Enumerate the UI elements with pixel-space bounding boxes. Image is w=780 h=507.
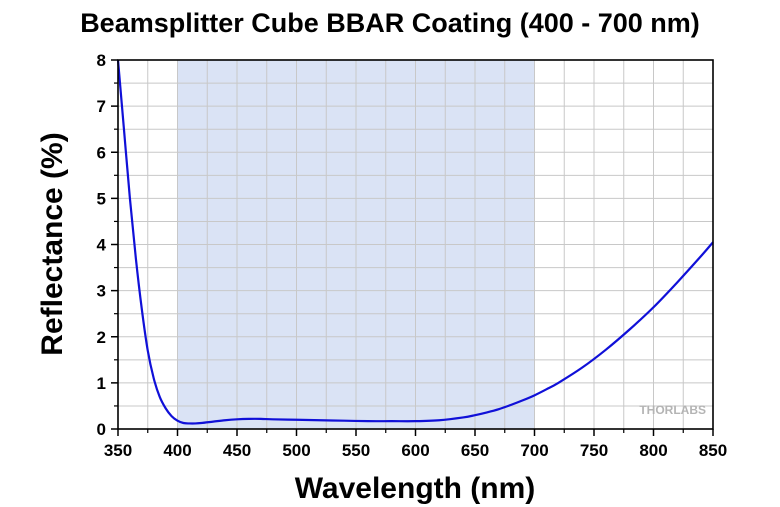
x-tick-label: 650 xyxy=(461,441,489,460)
y-tick-label: 8 xyxy=(97,51,106,70)
chart-title: Beamsplitter Cube BBAR Coating (400 - 70… xyxy=(80,8,700,38)
y-tick-labels: 0 1 2 3 4 5 6 7 8 xyxy=(97,51,107,439)
y-tick-label: 3 xyxy=(97,282,106,301)
x-tick-label: 800 xyxy=(639,441,667,460)
x-axis-label: Wavelength (nm) xyxy=(295,472,536,505)
y-axis-label: Reflectance (%) xyxy=(36,132,69,355)
x-tick-labels: 350 400 450 500 550 600 650 700 750 800 850 xyxy=(104,441,727,460)
x-tick-label: 550 xyxy=(342,441,370,460)
x-tick-label: 850 xyxy=(699,441,727,460)
x-tick-label: 400 xyxy=(163,441,191,460)
x-tick-label: 500 xyxy=(282,441,310,460)
x-tick-label: 350 xyxy=(104,441,132,460)
reflectance-curve xyxy=(116,59,714,425)
y-tick-label: 5 xyxy=(97,189,106,208)
y-tick-label: 7 xyxy=(97,97,106,116)
thorlabs-logo: THORLABS xyxy=(639,403,706,417)
y-tick-label: 2 xyxy=(97,328,106,347)
y-tick-label: 4 xyxy=(97,236,107,255)
y-tick-label: 0 xyxy=(97,420,106,439)
x-tick-label: 750 xyxy=(580,441,608,460)
y-tick-label: 6 xyxy=(97,143,106,162)
axis-ticks xyxy=(111,59,714,436)
y-tick-label: 1 xyxy=(97,374,106,393)
x-tick-label: 600 xyxy=(401,441,429,460)
grid-lines xyxy=(117,59,714,430)
x-tick-label: 700 xyxy=(520,441,548,460)
x-tick-label: 450 xyxy=(223,441,251,460)
